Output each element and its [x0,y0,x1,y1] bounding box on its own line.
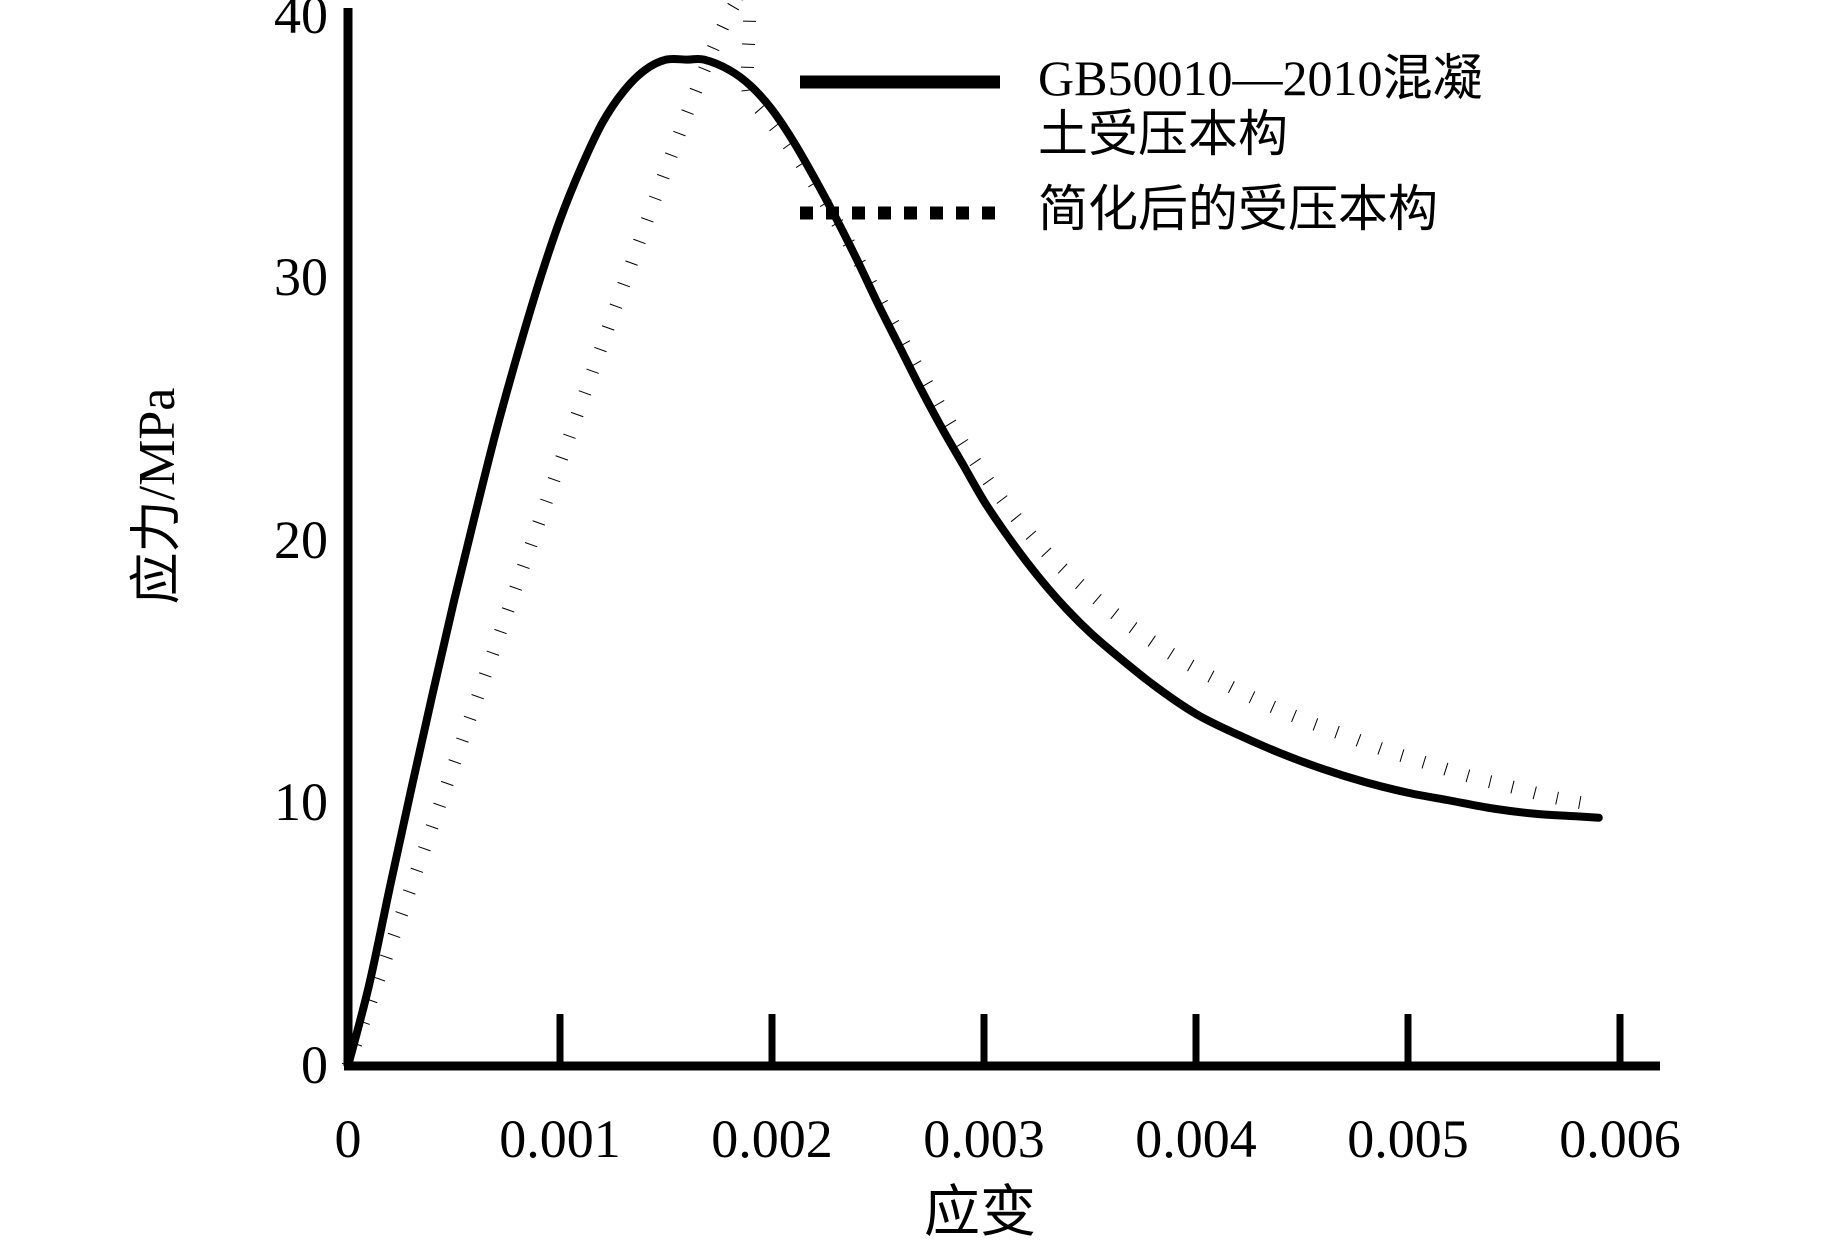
x-tick-label: 0.001 [499,1109,621,1169]
y-tick-label: 10 [274,772,328,832]
legend-label-line1: GB50010—2010混凝 [1038,50,1483,106]
x-tick-label: 0.003 [923,1109,1045,1169]
legend-item-simplified-label: 简化后的受压本构 [1038,181,1438,237]
x-axis-title: 应变 [924,1182,1036,1244]
x-tick-label: 0.004 [1135,1109,1257,1169]
x-tick-label: 0 [334,1109,362,1169]
x-tick-label: 0.006 [1559,1109,1681,1169]
y-tick-label: 20 [274,510,328,570]
legend-swatches [800,75,1000,220]
y-tick-label: 40 [274,0,328,45]
legend-item-gb50010-label: GB50010—2010混凝 土受压本构 [1038,50,1482,162]
x-tick-label: 0.005 [1347,1109,1469,1169]
axes-group [343,8,1660,1071]
y-tick-label: 0 [301,1035,328,1095]
legend-label-line2: 土受压本构 [1038,106,1288,162]
x-tick-label: 0.002 [711,1109,833,1169]
y-tick-label: 30 [274,247,328,307]
y-axis-title: 应力/MPa [129,387,186,605]
legend-label-line1: 简化后的受压本构 [1038,181,1438,237]
x-tick-marks [556,1014,1624,1062]
